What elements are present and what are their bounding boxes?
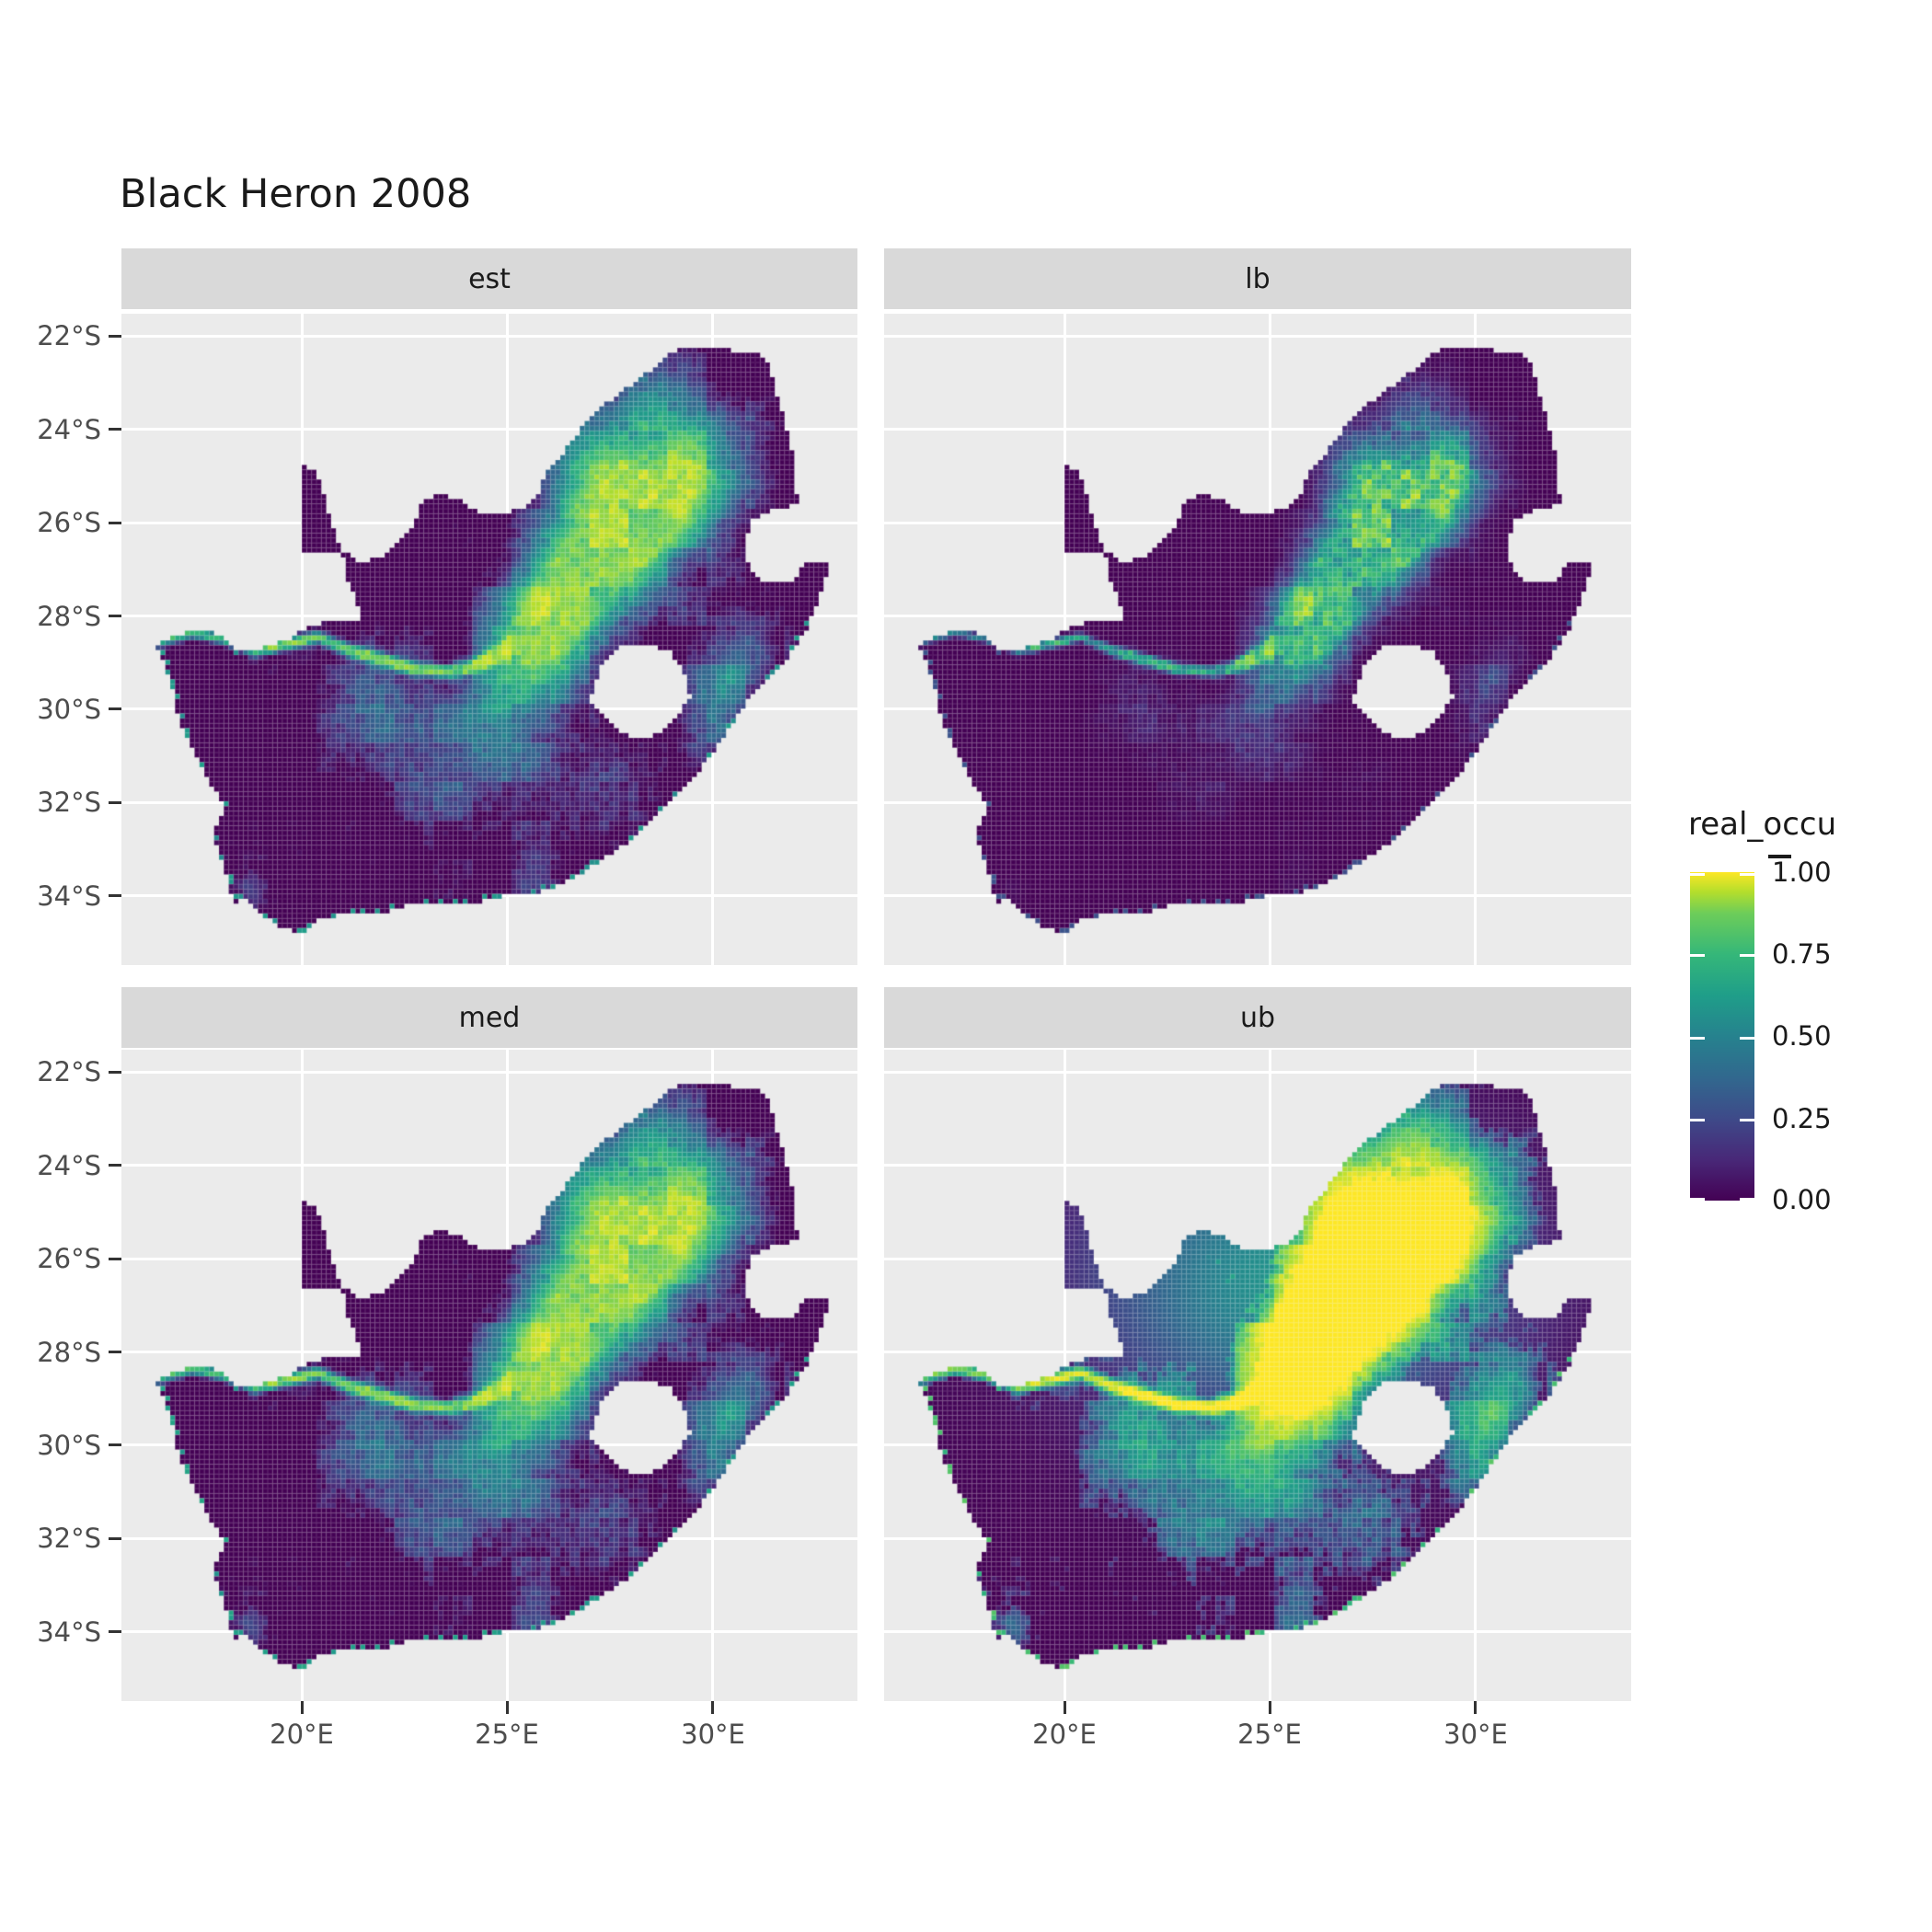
- facet-strip-ub: ub: [884, 987, 1631, 1048]
- legend-tick-right: [1740, 1119, 1755, 1121]
- x-tick-label: 20°E: [1032, 1719, 1097, 1750]
- facet-strip-label-est: est: [468, 262, 511, 295]
- y-tick-label: 32°S: [37, 1523, 101, 1554]
- legend-tick-left: [1690, 873, 1705, 876]
- map-panel-est: [121, 314, 857, 965]
- y-axis-tick: [109, 1164, 121, 1167]
- y-tick-label: 28°S: [37, 1337, 101, 1368]
- facet-strip-est: est: [121, 248, 857, 309]
- y-axis-tick: [109, 1630, 121, 1633]
- y-tick-label: 24°S: [37, 1150, 101, 1181]
- x-tick-label: 30°E: [1443, 1719, 1508, 1750]
- x-axis-tick: [1474, 1701, 1477, 1714]
- y-tick-label: 24°S: [37, 414, 101, 445]
- y-tick-label: 32°S: [37, 787, 101, 818]
- y-tick-label: 22°S: [37, 1056, 101, 1087]
- map-canvas-lb: [884, 314, 1631, 965]
- x-tick-label: 20°E: [270, 1719, 334, 1750]
- y-axis-tick: [109, 894, 121, 897]
- legend-title: real_occu: [1688, 806, 1837, 843]
- legend-tick-left: [1690, 1198, 1705, 1201]
- facet-strip-label-lb: lb: [1245, 262, 1271, 295]
- y-axis-tick: [109, 428, 121, 431]
- legend-label-1.00: 1.00: [1772, 857, 1832, 888]
- y-axis-tick: [109, 522, 121, 524]
- y-axis-tick: [109, 1258, 121, 1260]
- x-tick-label: 25°E: [1237, 1719, 1302, 1750]
- legend-tick-right: [1740, 1198, 1755, 1201]
- facet-strip-lb: lb: [884, 248, 1631, 309]
- x-axis-tick: [506, 1701, 509, 1714]
- legend-tick-right: [1740, 873, 1755, 876]
- y-axis-tick: [109, 1071, 121, 1074]
- y-tick-label: 34°S: [37, 1616, 101, 1648]
- map-canvas-est: [121, 314, 857, 965]
- facet-strip-med: med: [121, 987, 857, 1048]
- map-panel-ub: [884, 1050, 1631, 1701]
- legend-tick-right: [1740, 1037, 1755, 1040]
- legend-label-0.25: 0.25: [1772, 1103, 1832, 1134]
- y-axis-tick: [109, 1537, 121, 1540]
- legend-label-0.75: 0.75: [1772, 938, 1832, 970]
- y-tick-label: 30°S: [37, 694, 101, 725]
- y-axis-tick: [109, 801, 121, 804]
- legend-tick-right: [1740, 954, 1755, 957]
- y-tick-label: 26°S: [37, 1243, 101, 1274]
- map-panel-med: [121, 1050, 857, 1701]
- y-axis-tick: [109, 1443, 121, 1446]
- y-axis-tick: [109, 707, 121, 710]
- map-canvas-med: [121, 1050, 857, 1701]
- y-tick-label: 22°S: [37, 320, 101, 351]
- plot-title: Black Heron 2008: [120, 171, 472, 217]
- legend-colorbar: [1690, 872, 1754, 1201]
- map-panel-lb: [884, 314, 1631, 965]
- y-tick-label: 30°S: [37, 1430, 101, 1461]
- y-axis-tick: [109, 615, 121, 617]
- legend-tick-left: [1690, 954, 1705, 957]
- x-axis-tick: [301, 1701, 304, 1714]
- legend-label-0.00: 0.00: [1772, 1184, 1832, 1215]
- map-canvas-ub: [884, 1050, 1631, 1701]
- legend-tick-left: [1690, 1037, 1705, 1040]
- legend-top-tick: [1768, 855, 1791, 858]
- x-axis-tick: [1064, 1701, 1066, 1714]
- legend-label-0.50: 0.50: [1772, 1020, 1832, 1052]
- y-axis-tick: [109, 335, 121, 338]
- y-axis-tick: [109, 1351, 121, 1353]
- facet-strip-label-med: med: [458, 1001, 521, 1034]
- x-axis-tick: [711, 1701, 714, 1714]
- y-tick-label: 28°S: [37, 601, 101, 632]
- x-axis-tick: [1269, 1701, 1271, 1714]
- legend-tick-left: [1690, 1119, 1705, 1121]
- y-tick-label: 26°S: [37, 507, 101, 538]
- y-tick-label: 34°S: [37, 880, 101, 912]
- facet-strip-label-ub: ub: [1239, 1001, 1276, 1034]
- x-tick-label: 30°E: [681, 1719, 745, 1750]
- x-tick-label: 25°E: [475, 1719, 539, 1750]
